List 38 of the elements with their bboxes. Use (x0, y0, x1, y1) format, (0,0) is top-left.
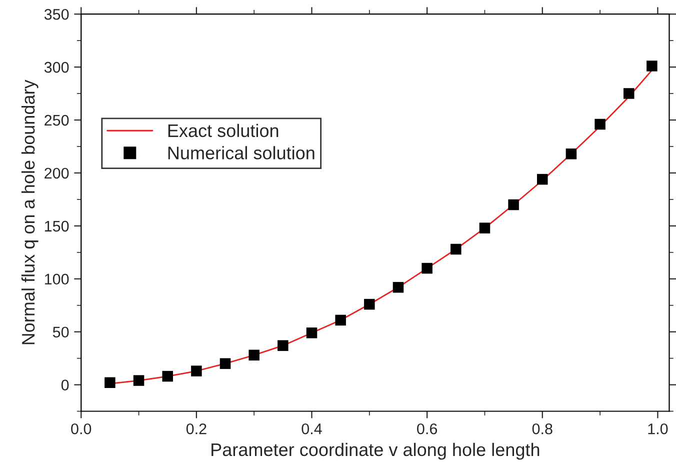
y-tick-label: 0 (61, 380, 69, 390)
point (508, 199, 519, 210)
y-tick-label: 150 (44, 220, 69, 232)
point (133, 375, 144, 386)
point (566, 148, 577, 160)
x-tick-label: 0.6 (417, 423, 438, 434)
y-tick-label: 200 (44, 168, 69, 179)
x-tick-label: 0.8 (532, 423, 552, 434)
x-tick-label: 1.0 (648, 423, 668, 434)
point (335, 314, 346, 326)
x-tick-label: 0.2 (186, 423, 206, 434)
x-tick-label: 0.0 (71, 423, 92, 434)
point (104, 377, 116, 388)
point (364, 298, 375, 310)
point (479, 222, 490, 234)
y-tick-label: 250 (44, 114, 69, 126)
legend-label: Exact solution (168, 124, 278, 138)
point (191, 366, 202, 376)
y-tick-label: 300 (44, 62, 69, 73)
point (220, 358, 231, 369)
point (248, 350, 260, 360)
legend-label: Numerical solution (168, 146, 314, 160)
x-tick-label: 0.4 (302, 423, 322, 434)
y-tick-label: 100 (44, 274, 69, 285)
point (646, 60, 658, 72)
point (162, 370, 173, 382)
y-tick-label: 350 (44, 8, 69, 20)
point (278, 340, 288, 351)
point (594, 118, 606, 130)
y-tick-label: 50 (52, 326, 69, 338)
x-axis-title: Parameter coordinate v along hole length (212, 442, 540, 460)
point (537, 174, 548, 185)
point (422, 262, 432, 274)
point (392, 282, 404, 293)
point (450, 244, 462, 255)
point (306, 328, 318, 338)
y-axis-title: Normal flux q on a hole boundary (21, 80, 38, 344)
point (624, 88, 634, 99)
